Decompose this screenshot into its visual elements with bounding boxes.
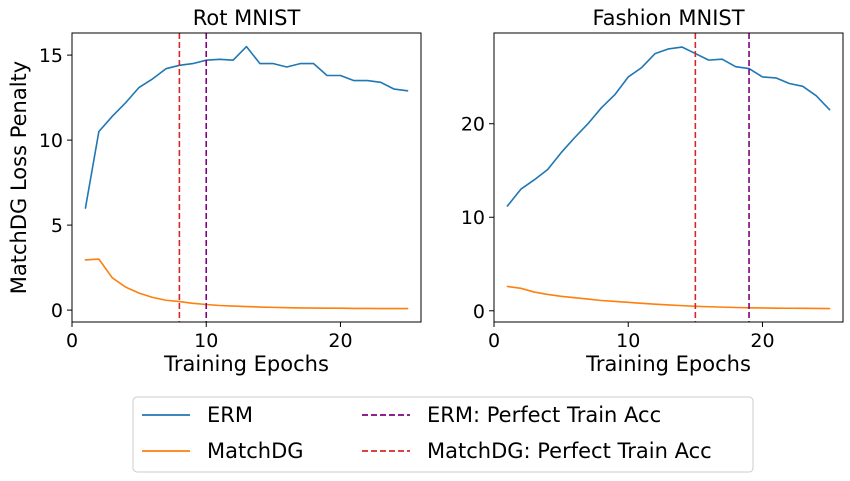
- panel0-y-tick-label-15: 15: [39, 45, 63, 67]
- panel1-y-tick-label-0: 0: [473, 301, 485, 323]
- legend-label-erm-perfect-acc: ERM: Perfect Train Acc: [427, 403, 661, 427]
- legend-frame: [132, 396, 754, 473]
- panel0-x-axis-label: Training Epochs: [163, 352, 329, 376]
- panel0-y-tick-label-10: 10: [39, 130, 63, 152]
- panel1-y-tick-label-20: 20: [461, 114, 485, 136]
- panel1-x-tick-label-0: 0: [488, 330, 500, 352]
- panel0-x-tick-label-0: 0: [66, 330, 78, 352]
- panel0-x-tick-label-10: 10: [194, 330, 218, 352]
- panel0-series-matchdg: [84, 258, 409, 310]
- panel1-x-axis-label: Training Epochs: [585, 352, 751, 376]
- legend-label-erm: ERM: [207, 403, 253, 427]
- panel1-series-matchdg: [506, 285, 831, 310]
- panel1-x-tick-label-20: 20: [750, 330, 774, 352]
- panel0-x-tick-label-20: 20: [328, 330, 352, 352]
- rot-mnist-panel: Rot MNIST 0 10 20 0 5 10 15 Training Epochs Match…: [7, 6, 422, 376]
- panel0-y-tick-label-0: 0: [51, 300, 63, 322]
- legend: ERM MatchDG ERM: Perfect Train Acc Match…: [132, 396, 754, 473]
- panel0-y-tick-label-5: 5: [51, 215, 63, 237]
- panel1-frame: [493, 32, 844, 323]
- panel0-frame: [71, 32, 422, 323]
- panel0-series-erm: [84, 45, 409, 209]
- legend-label-matchdg: MatchDG: [207, 439, 304, 463]
- panel1-title: Fashion MNIST: [592, 6, 744, 30]
- legend-label-matchdg-perfect-acc: MatchDG: Perfect Train Acc: [427, 439, 712, 463]
- panel1-x-tick-label-10: 10: [616, 330, 640, 352]
- panel0-title: Rot MNIST: [193, 6, 301, 30]
- panel1-y-tick-label-10: 10: [461, 207, 485, 229]
- panel0-y-axis-label: MatchDG Loss Penalty: [7, 61, 31, 294]
- panel1-series-erm: [506, 46, 831, 207]
